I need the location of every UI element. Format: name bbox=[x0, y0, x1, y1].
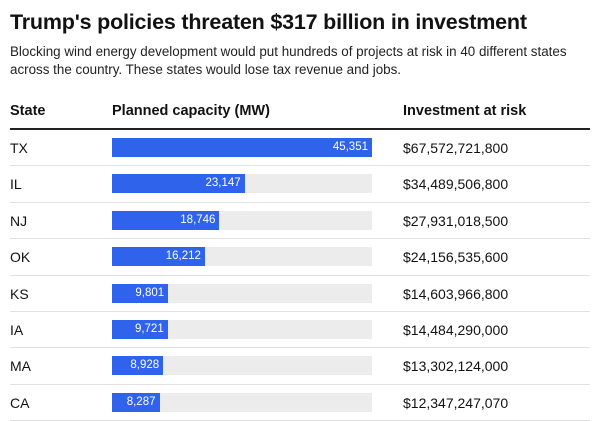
capacity-bar-track: 8,287 bbox=[112, 392, 372, 412]
state-cell: OK bbox=[10, 249, 31, 266]
table-row: OK 16,212 $24,156,535,600 bbox=[10, 239, 590, 276]
column-header-investment: Investment at risk bbox=[403, 103, 527, 119]
capacity-bar: 9,721 bbox=[112, 319, 168, 339]
state-cell: CA bbox=[10, 394, 30, 411]
capacity-bar-track: 23,147 bbox=[112, 174, 372, 194]
capacity-bar: 16,212 bbox=[112, 247, 205, 267]
capacity-bar-track: 9,801 bbox=[112, 283, 372, 303]
column-header-state: State bbox=[10, 103, 46, 119]
investment-cell: $12,347,247,070 bbox=[403, 394, 509, 411]
state-cell: MA bbox=[10, 358, 31, 375]
capacity-value-label: 8,287 bbox=[126, 395, 156, 408]
state-cell: IA bbox=[10, 321, 24, 338]
capacity-bar: 18,746 bbox=[112, 210, 220, 230]
table-body: TX 45,351 $67,572,721,800 IL 23,147 $34,489,5… bbox=[10, 130, 590, 421]
table-row: CA 8,287 $12,347,247,070 bbox=[10, 385, 590, 421]
capacity-value-label: 9,801 bbox=[135, 286, 165, 299]
capacity-bar-track: 8,928 bbox=[112, 356, 372, 376]
table-header: State Planned capacity (MW) Investment a… bbox=[10, 100, 590, 130]
column-header-capacity: Planned capacity (MW) bbox=[112, 103, 270, 119]
investment-cell: $14,603,966,800 bbox=[403, 285, 509, 302]
table-row: MA 8,928 $13,302,124,000 bbox=[10, 348, 590, 385]
capacity-bar-track: 45,351 bbox=[112, 138, 372, 157]
capacity-bar-track: 9,721 bbox=[112, 319, 372, 339]
investment-cell: $13,302,124,000 bbox=[403, 358, 509, 375]
capacity-bar: 8,928 bbox=[112, 356, 164, 376]
capacity-value-label: 18,746 bbox=[180, 213, 216, 226]
investment-cell: $27,931,018,500 bbox=[403, 212, 509, 229]
investment-cell: $14,484,290,000 bbox=[403, 321, 509, 338]
capacity-bar: 45,351 bbox=[112, 138, 372, 157]
capacity-bar: 23,147 bbox=[112, 174, 245, 194]
capacity-bar: 9,801 bbox=[112, 283, 169, 303]
capacity-value-label: 23,147 bbox=[205, 177, 241, 190]
investment-cell: $67,572,721,800 bbox=[403, 140, 509, 156]
state-cell: NJ bbox=[10, 212, 28, 229]
capacity-bar: 8,287 bbox=[112, 392, 160, 412]
investment-cell: $24,156,535,600 bbox=[403, 249, 509, 266]
capacity-bar-track: 18,746 bbox=[112, 210, 372, 230]
table-row: KS 9,801 $14,603,966,800 bbox=[10, 276, 590, 312]
capacity-bar-track: 16,212 bbox=[112, 247, 372, 267]
table-row: IL 23,147 $34,489,506,800 bbox=[10, 166, 590, 203]
capacity-value-label: 16,212 bbox=[165, 250, 201, 263]
table-row: TX 45,351 $67,572,721,800 bbox=[10, 130, 590, 167]
chart-subtitle: Blocking wind energy development would p… bbox=[10, 44, 567, 77]
table-row: IA 9,721 $14,484,290,000 bbox=[10, 312, 590, 349]
chart-title: Trump's policies threaten $317 billion i… bbox=[10, 10, 527, 34]
state-cell: IL bbox=[10, 176, 22, 193]
investment-cell: $34,489,506,800 bbox=[403, 176, 509, 193]
capacity-value-label: 8,928 bbox=[130, 359, 160, 372]
table-row: NJ 18,746 $27,931,018,500 bbox=[10, 203, 590, 240]
capacity-value-label: 45,351 bbox=[332, 141, 368, 153]
state-cell: TX bbox=[10, 140, 28, 156]
state-cell: KS bbox=[10, 285, 29, 302]
capacity-value-label: 9,721 bbox=[134, 322, 164, 335]
